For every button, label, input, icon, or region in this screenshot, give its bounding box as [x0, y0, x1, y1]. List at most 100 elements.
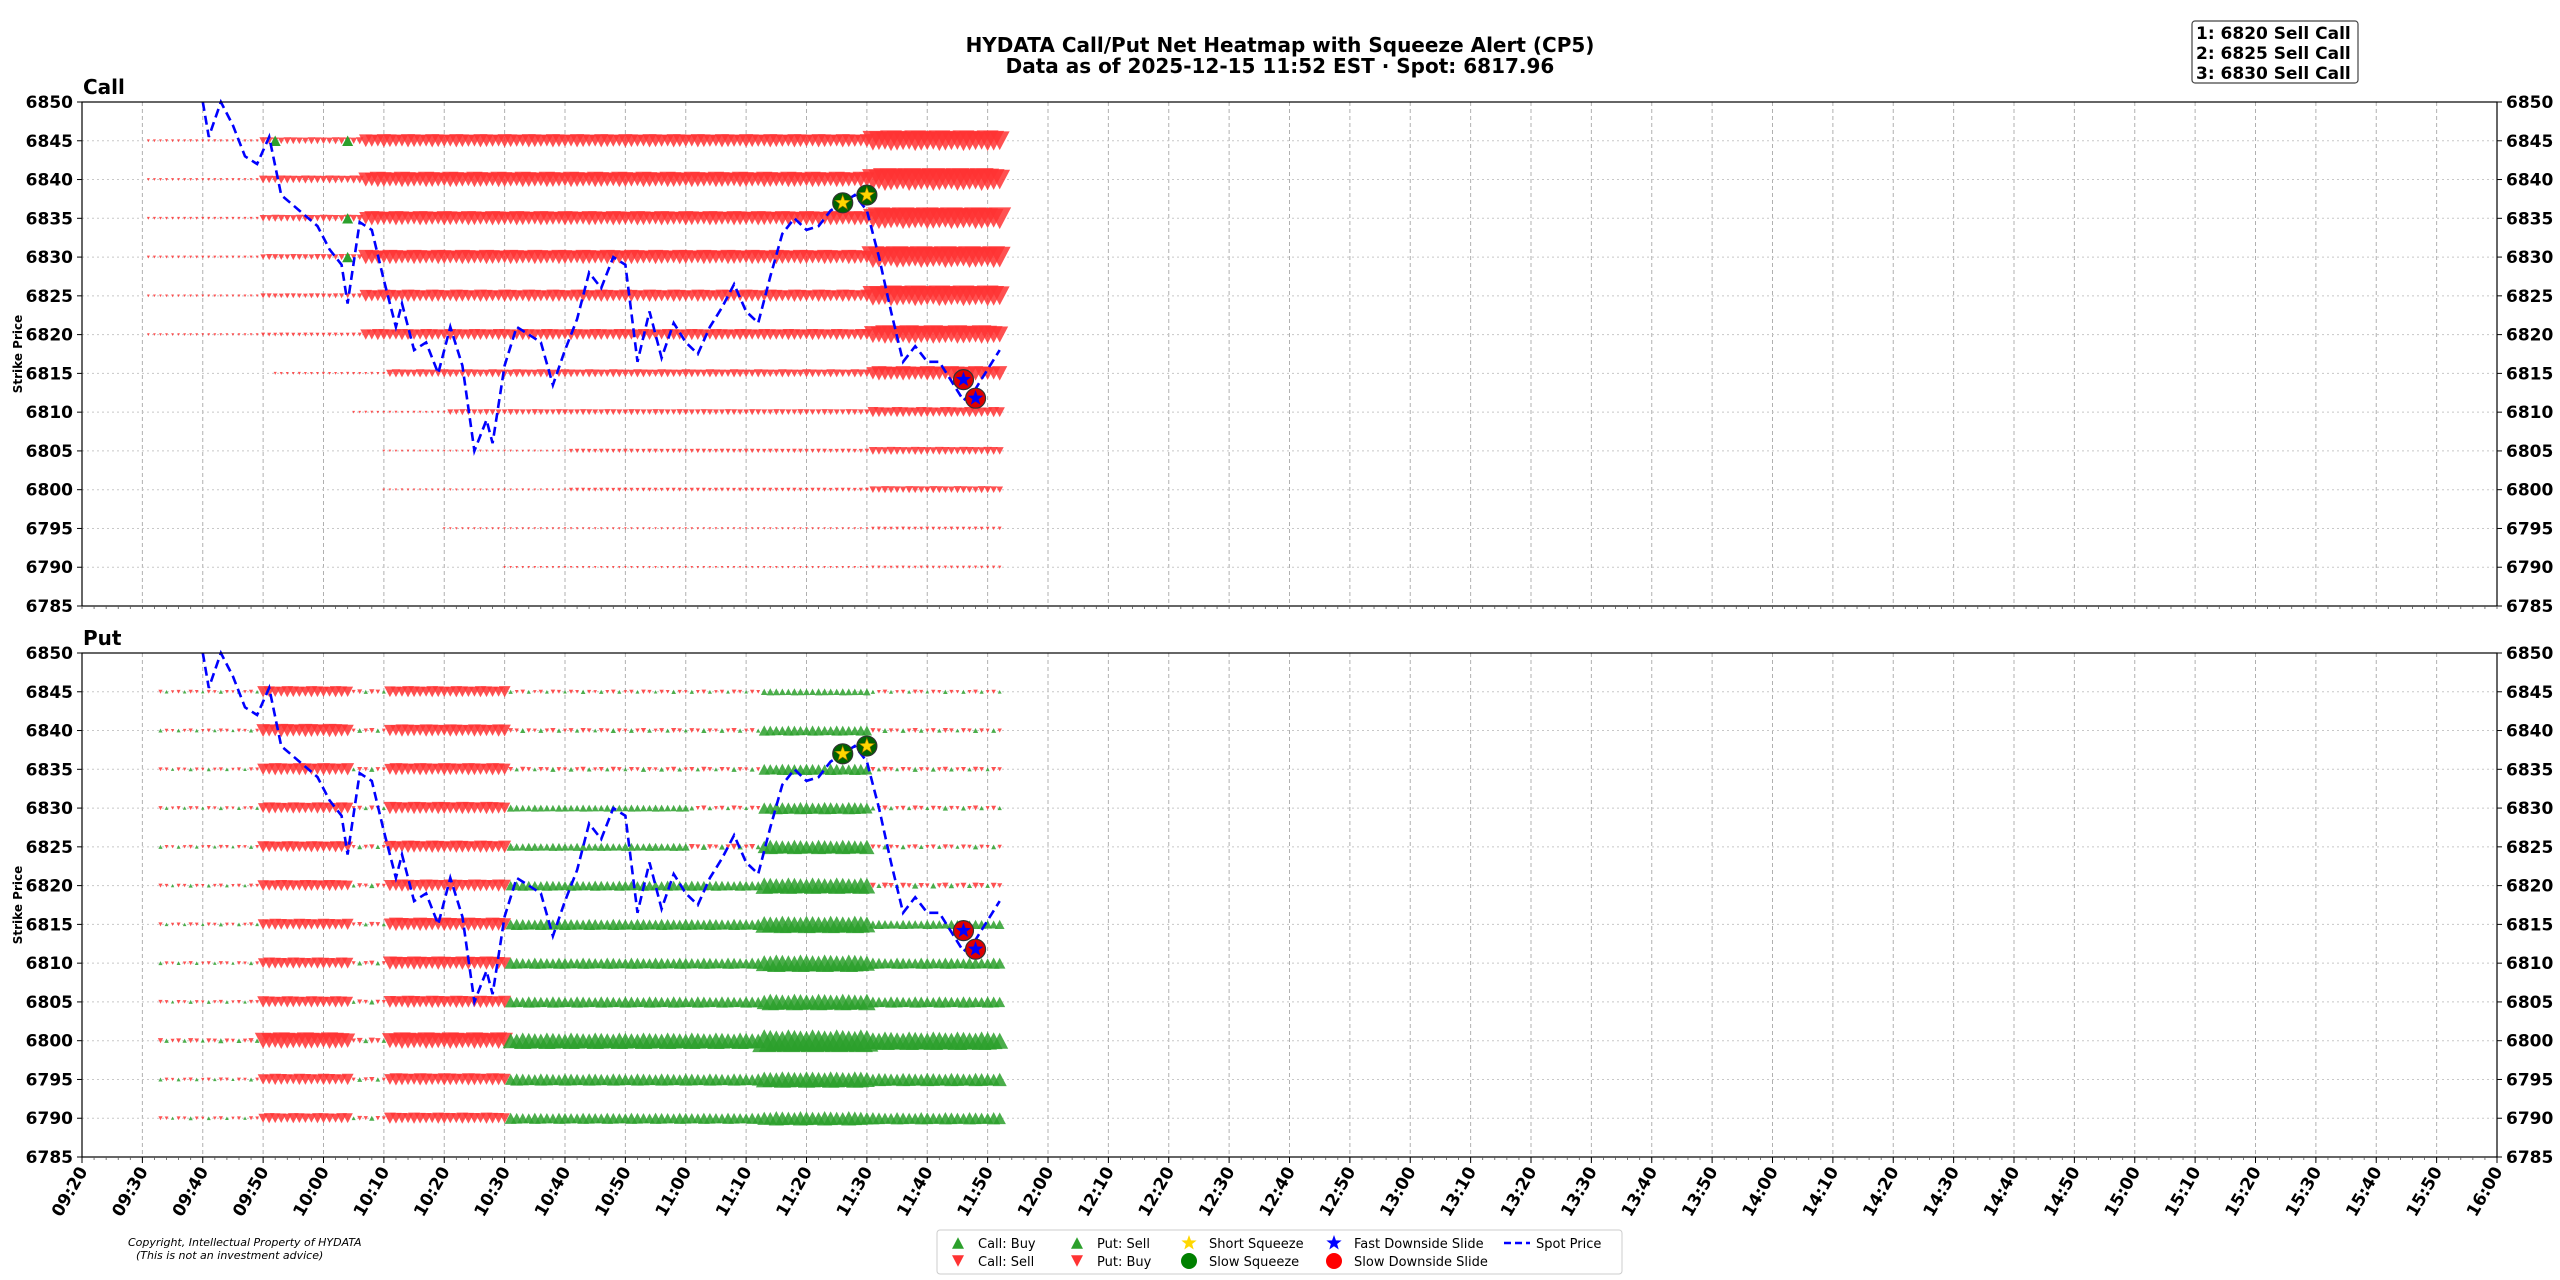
y-tick-label: 6810 [2506, 954, 2553, 974]
sell-marker [749, 728, 755, 733]
sell-marker [985, 806, 990, 810]
y-tick-label: 6810 [26, 954, 73, 974]
sell-marker [357, 922, 363, 927]
sell-marker [700, 409, 708, 416]
y-tick-label: 6795 [26, 519, 73, 539]
sell-marker [146, 178, 150, 181]
sell-marker [533, 488, 537, 491]
sell-marker [557, 565, 561, 569]
alert-1: 1: 6820 Sell Call [2196, 24, 2351, 44]
sell-marker [949, 844, 954, 850]
sell-marker [388, 488, 392, 491]
sell-marker [738, 565, 742, 569]
sell-marker [887, 486, 895, 494]
sell-marker [846, 448, 852, 454]
sell-marker [702, 527, 706, 530]
legend-label: Fast Downside Slide [1354, 1237, 1484, 1252]
sell-marker [333, 332, 338, 337]
sell-marker [901, 526, 905, 531]
sell-marker [375, 767, 381, 772]
sell-marker [991, 766, 997, 772]
buy-marker [593, 728, 598, 733]
legend-marker-down [1071, 1255, 1083, 1267]
sell-marker [840, 487, 845, 492]
sell-marker [648, 527, 651, 530]
buy-marker [639, 843, 648, 851]
sell-marker [597, 369, 606, 378]
sell-marker [865, 566, 869, 569]
short-squeeze-star [834, 744, 852, 761]
sell-marker [881, 486, 889, 494]
sell-marker [325, 175, 334, 184]
sell-marker [688, 409, 695, 415]
y-tick-label: 6830 [2506, 248, 2553, 268]
sell-marker [834, 487, 839, 492]
buy-marker [756, 728, 761, 733]
sell-marker [684, 565, 688, 569]
y-tick-label: 6790 [26, 1109, 73, 1129]
legend-label: Short Squeeze [1209, 1237, 1304, 1252]
sell-marker [369, 960, 375, 966]
short-squeeze-star [858, 186, 876, 203]
sell-marker [243, 178, 247, 181]
sell-marker [683, 767, 688, 772]
sell-marker [568, 689, 574, 694]
sell-marker [647, 767, 652, 772]
sell-marker [314, 293, 321, 299]
sell-marker [967, 806, 972, 811]
sell-marker [338, 215, 345, 222]
sell-marker [498, 995, 512, 1009]
sell-marker [195, 216, 199, 220]
sell-marker [768, 566, 772, 569]
sell-marker [990, 882, 997, 889]
buy-marker [922, 919, 933, 929]
sell-marker [236, 1077, 241, 1082]
sell-marker [967, 689, 972, 694]
buy-marker [983, 920, 993, 929]
buy-marker [991, 844, 997, 850]
sell-marker [986, 565, 990, 569]
sell-marker [895, 526, 899, 531]
sell-marker [182, 845, 187, 849]
sell-marker [817, 527, 820, 530]
sell-marker [539, 449, 543, 453]
sell-marker [382, 488, 386, 491]
sell-marker [737, 448, 743, 453]
sell-marker [351, 689, 356, 694]
x-tick-label: 09:50 [229, 1163, 273, 1220]
legend-marker-up [952, 1237, 964, 1249]
sell-marker [237, 333, 241, 336]
y-tick-label: 6830 [26, 799, 73, 819]
buy-marker [567, 804, 575, 812]
sell-marker [176, 689, 181, 694]
y-tick-label: 6840 [2506, 722, 2553, 742]
sell-marker [624, 527, 627, 530]
y-tick-label: 6785 [2506, 597, 2553, 617]
sell-marker [805, 527, 808, 530]
sell-marker [647, 448, 652, 454]
buy-marker [640, 804, 647, 812]
sell-marker [935, 486, 943, 494]
sell-marker [817, 566, 820, 569]
sell-marker [183, 216, 187, 220]
buy-marker [182, 806, 187, 810]
sell-marker [327, 332, 332, 337]
buy-marker [994, 996, 1006, 1008]
sell-marker [356, 254, 363, 260]
buy-marker [194, 961, 199, 965]
sell-marker [295, 137, 303, 145]
sell-marker [236, 767, 241, 772]
sell-marker [730, 843, 738, 850]
sell-marker [767, 448, 773, 454]
y-tick-label: 6790 [2506, 1109, 2553, 1129]
sell-marker [207, 333, 211, 336]
sell-marker [165, 333, 168, 336]
sell-marker [779, 409, 786, 416]
sell-marker [829, 527, 832, 530]
buy-marker [928, 919, 938, 929]
sell-marker [464, 369, 473, 378]
sell-marker [948, 486, 955, 493]
buy-marker [695, 767, 700, 772]
sell-marker [158, 883, 163, 888]
sell-marker [737, 767, 743, 772]
